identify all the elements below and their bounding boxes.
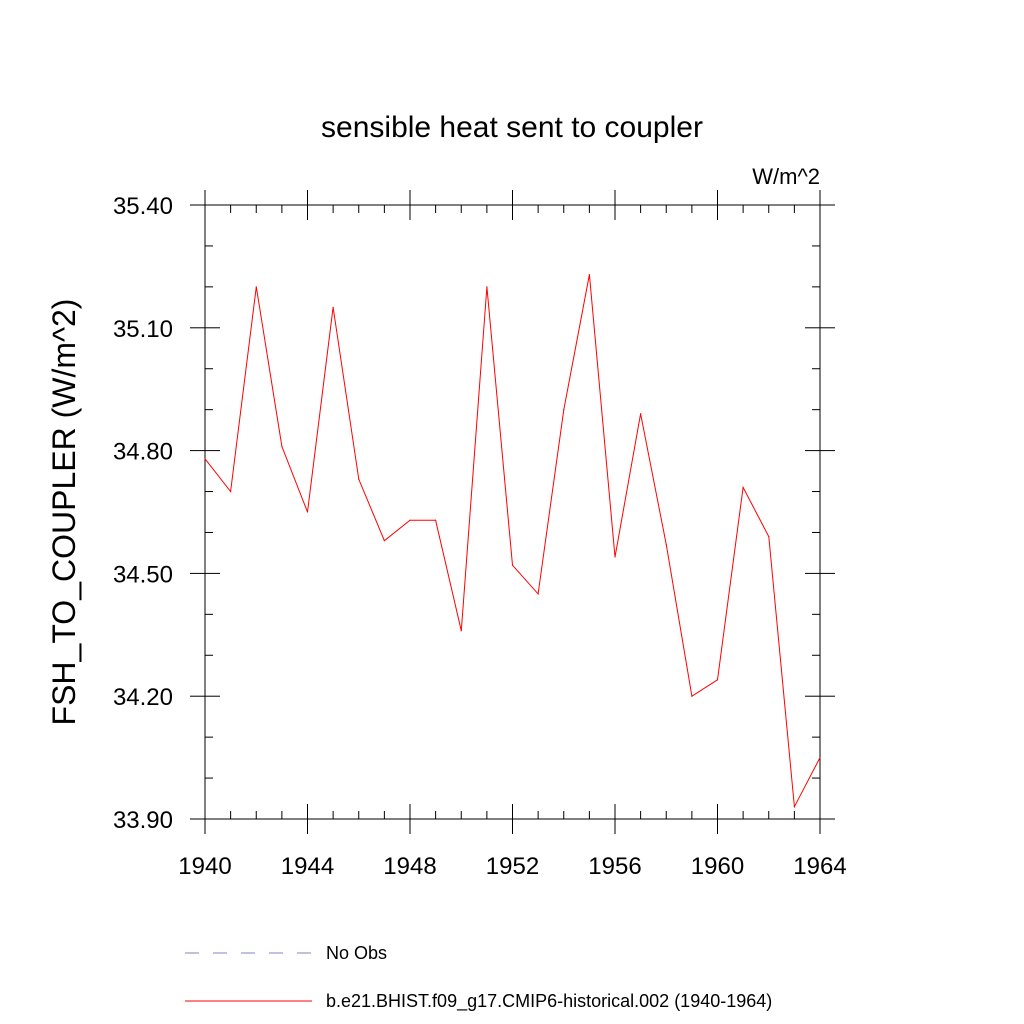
y-axis-label: FSH_TO_COUPLER (W/m^2) (46, 299, 82, 726)
data-point (255, 286, 257, 288)
legend-label: b.e21.BHIST.f09_g17.CMIP6-historical.002… (326, 991, 772, 1012)
plot-frame (204, 204, 821, 820)
data-point (511, 564, 514, 566)
y-tick-label: 34.20 (113, 684, 173, 711)
legend: No Obs b.e21.BHIST.f09_g17.CMIP6-historic… (185, 943, 772, 1012)
data-point (281, 445, 283, 448)
data-point (460, 630, 462, 632)
tick-labels: 1940 1944 1948 1952 1956 1960 1964 33.90 34.20 34… (113, 193, 847, 880)
x-tick-label: 1964 (793, 853, 846, 880)
chart-title: sensible heat sent to coupler (321, 111, 703, 144)
data-point (614, 556, 616, 558)
data-point (819, 757, 821, 759)
data-point (588, 273, 590, 276)
data-point (204, 458, 206, 460)
y-tick-label: 33.90 (113, 807, 173, 834)
data-point (332, 306, 334, 308)
y-tick-label: 34.50 (113, 561, 173, 588)
x-tick-label: 1948 (383, 853, 436, 880)
data-point (768, 535, 770, 538)
units-label: W/m^2 (752, 164, 820, 189)
series-layer (204, 273, 821, 809)
legend-label: No Obs (326, 943, 387, 963)
axis-ticks (190, 190, 835, 834)
data-point (640, 413, 642, 415)
data-point (486, 286, 488, 288)
x-tick-label: 1956 (588, 853, 641, 880)
x-tick-label: 1944 (281, 853, 334, 880)
y-tick-label: 35.40 (113, 193, 173, 220)
data-point (358, 478, 360, 480)
y-tick-label: 35.10 (113, 316, 173, 343)
x-tick-label: 1952 (486, 853, 539, 880)
series-line (204, 274, 821, 809)
data-point (306, 511, 309, 513)
x-tick-label: 1960 (691, 853, 744, 880)
data-point (537, 593, 539, 595)
data-point (793, 806, 795, 808)
data-point (716, 679, 719, 681)
data-point (383, 540, 385, 542)
data-point (691, 695, 693, 697)
data-point (742, 486, 744, 489)
data-point (563, 409, 565, 411)
x-tick-label: 1940 (178, 853, 231, 880)
data-point (409, 519, 411, 521)
data-point (665, 544, 667, 546)
y-tick-label: 34.80 (113, 439, 173, 466)
data-point (435, 519, 437, 521)
data-point (230, 490, 232, 493)
